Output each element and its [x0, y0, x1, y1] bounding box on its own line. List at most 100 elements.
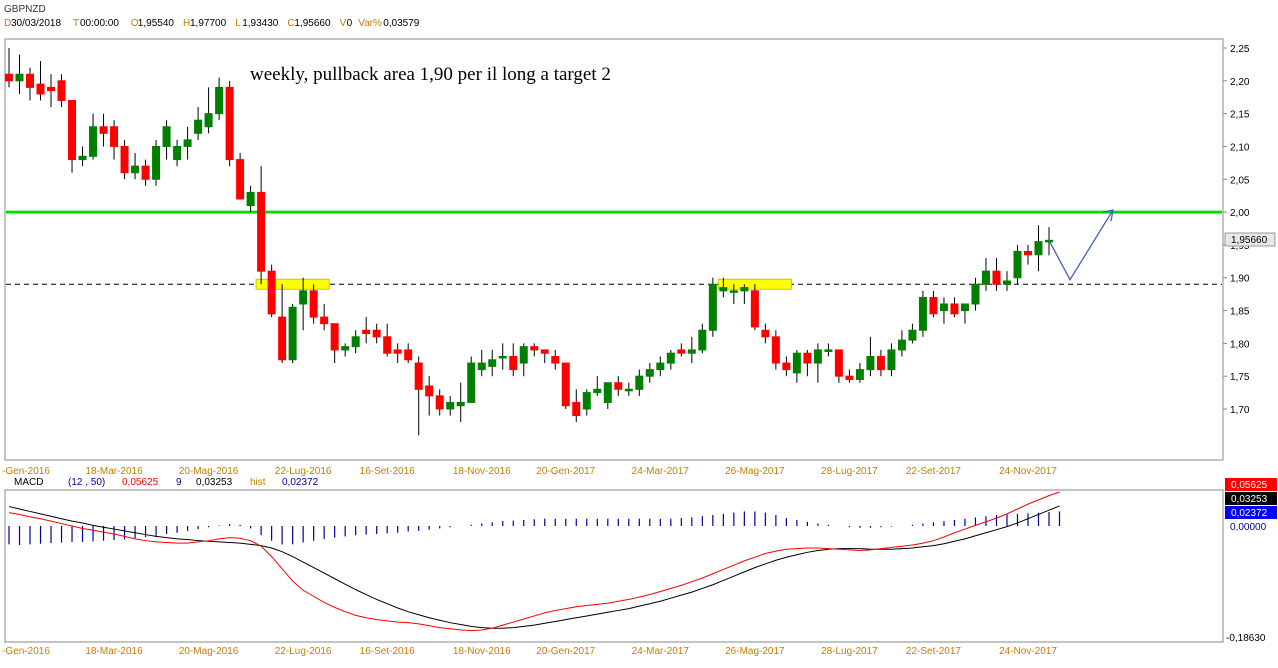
- x-tick-label-top: 16-Set-2016: [360, 466, 415, 477]
- last-price-label: 1,95660: [1231, 235, 1268, 246]
- info-value-7: 0,03579: [383, 18, 420, 29]
- candle-body: [68, 100, 77, 161]
- candle-body: [981, 270, 990, 285]
- candle-body: [855, 369, 864, 380]
- candle-body: [456, 401, 465, 407]
- candle-body: [509, 355, 518, 371]
- candle-body: [740, 287, 749, 292]
- candle-body: [1002, 280, 1011, 285]
- macd-y-axis: 0,05625 0,03253 0,02372 0,00000 -0,18630: [1225, 478, 1277, 644]
- candle-body: [351, 336, 360, 348]
- candle-body: [750, 290, 759, 328]
- y-tick-label: 2,25: [1230, 44, 1250, 55]
- candle-body: [960, 303, 969, 312]
- candle-body: [246, 191, 255, 207]
- x-tick-label-top: -Gen-2016: [2, 466, 50, 477]
- candle-body: [677, 349, 686, 354]
- candle-body: [36, 83, 45, 95]
- macd-legend-signal: 0,03253: [196, 477, 233, 488]
- candle-body: [26, 73, 35, 88]
- x-tick-label-top: 24-Mar-2017: [632, 466, 690, 477]
- x-tick-label-top: 28-Lug-2017: [821, 466, 878, 477]
- y-tick-label: 1,80: [1230, 339, 1250, 350]
- candle-body: [57, 80, 66, 102]
- macd-legend-macd: 0,05625: [122, 477, 159, 488]
- macd-legend-params: (12 , 50): [68, 477, 105, 488]
- candle-body: [834, 349, 843, 377]
- candle-body: [414, 362, 423, 390]
- y-tick-label: 1,75: [1230, 372, 1250, 383]
- info-value-3: 1,97700: [190, 18, 227, 29]
- candle-body: [194, 119, 203, 134]
- candle-body: [320, 316, 329, 325]
- info-value-2: 1,95540: [138, 18, 175, 29]
- candle-body: [467, 362, 476, 403]
- y-tick-label: 2,10: [1230, 142, 1250, 153]
- candle-body: [498, 355, 507, 359]
- macd-panel: [4, 489, 1224, 643]
- macd-value-box-1: [1225, 492, 1277, 505]
- highlight-zone-0: [255, 278, 330, 290]
- candle-body: [656, 362, 665, 371]
- macd-zero-label: 0,00000: [1230, 522, 1267, 533]
- candle-body: [698, 329, 707, 351]
- candle-body: [645, 369, 654, 377]
- candle-body: [803, 352, 812, 364]
- candlestick-series: [5, 48, 1053, 436]
- candle-body: [530, 346, 539, 351]
- candle-body: [404, 349, 413, 361]
- macd-legend-period: 9: [176, 477, 182, 488]
- ohlc-info-bar: D 30/03/2018 T 00:00:00 O 1,95540 H 1,97700 L 1,9…: [4, 18, 420, 29]
- candle-body: [971, 283, 980, 305]
- info-key-5: C: [287, 18, 294, 29]
- x-tick-label-top: 22-Lug-2016: [275, 466, 332, 477]
- x-tick-label-bottom: 22-Lug-2016: [275, 646, 332, 657]
- candle-body: [939, 303, 948, 312]
- candle-body: [771, 336, 780, 364]
- candle-body: [309, 290, 318, 318]
- macd-min-label: -0,18630: [1226, 633, 1266, 644]
- x-tick-label-bottom: 24-Mar-2017: [632, 646, 690, 657]
- candle-body: [813, 349, 822, 364]
- info-key-4: L: [235, 18, 241, 29]
- x-tick-label-bottom: 20-Gen-2017: [536, 646, 595, 657]
- candle-body: [446, 401, 455, 410]
- x-tick-label-top: 22-Set-2017: [906, 466, 961, 477]
- candle-body: [477, 362, 486, 371]
- macd-lines: [8, 491, 1060, 632]
- candle-body: [362, 329, 371, 335]
- x-tick-label-bottom: 16-Set-2016: [360, 646, 415, 657]
- candle-body: [257, 191, 266, 272]
- x-tick-label-bottom: -Gen-2016: [2, 646, 50, 657]
- price-y-axis: 2,252,202,152,102,052,001,951,901,851,80…: [1223, 44, 1250, 416]
- candle-body: [152, 145, 161, 180]
- candle-body: [582, 392, 591, 410]
- candle-body: [572, 401, 581, 417]
- candle-body: [918, 296, 927, 331]
- y-tick-label: 1,85: [1230, 307, 1250, 318]
- macd-value-label-1: 0,03253: [1231, 494, 1268, 505]
- y-tick-label: 1,70: [1230, 405, 1250, 416]
- candle-body: [761, 329, 770, 338]
- info-value-6: 0: [347, 18, 353, 29]
- y-tick-label: 1,90: [1230, 274, 1250, 285]
- candle-body: [204, 113, 213, 128]
- macd-value-label-2: 0,02372: [1231, 508, 1268, 519]
- macd-legend-hist: hist: [250, 477, 266, 488]
- macd-value-box-0: [1225, 478, 1277, 491]
- candle-body: [288, 306, 297, 361]
- candle-body: [99, 126, 108, 134]
- y-tick-label: 2,15: [1230, 110, 1250, 121]
- candle-body: [603, 382, 612, 403]
- candle-body: [215, 86, 224, 115]
- candle-body: [173, 145, 182, 161]
- candle-body: [278, 316, 287, 361]
- x-tick-label-bottom: 18-Mar-2016: [85, 646, 143, 657]
- candle-body: [729, 290, 738, 293]
- candle-body: [393, 349, 402, 354]
- candle-body: [887, 349, 896, 371]
- x-tick-label-bottom: 26-Mag-2017: [725, 646, 785, 657]
- x-tick-label-top: 20-Gen-2017: [536, 466, 595, 477]
- projection-arrowhead: [1102, 209, 1114, 222]
